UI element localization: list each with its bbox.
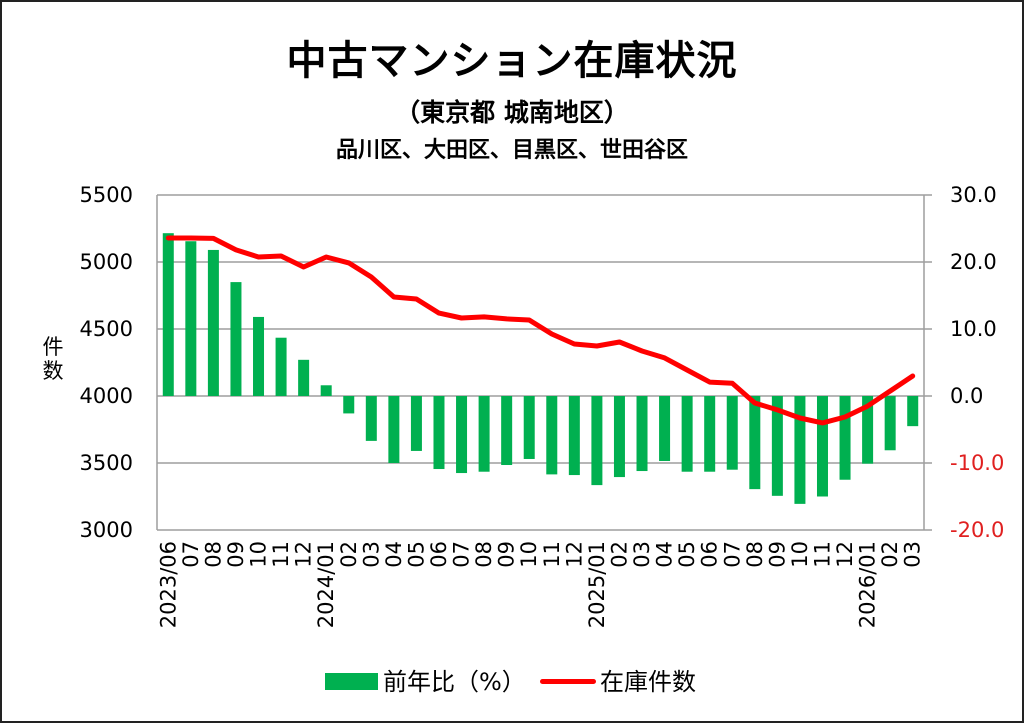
x-axis-ticks: 2023/060708091011122024/0102030405060708… bbox=[156, 541, 924, 628]
x-axis-tick-label: 02 bbox=[337, 541, 361, 568]
bar-series bbox=[162, 233, 919, 504]
x-axis-tick-label: 07 bbox=[720, 541, 744, 568]
x-axis-tick-label: 11 bbox=[811, 541, 835, 568]
legend-bar-label: 前年比（%） bbox=[383, 668, 526, 696]
inventory-line bbox=[165, 235, 916, 426]
y-axis-right-tick-label: 20.0 bbox=[950, 250, 997, 274]
bar bbox=[253, 316, 265, 396]
bar bbox=[659, 396, 671, 461]
bar bbox=[862, 396, 874, 464]
x-axis-tick-label: 02 bbox=[608, 541, 632, 568]
x-axis-tick-label: 12 bbox=[292, 541, 316, 568]
x-axis-tick-label: 09 bbox=[224, 541, 248, 568]
x-axis-tick-label: 12 bbox=[562, 541, 586, 568]
bar bbox=[794, 396, 806, 504]
bar bbox=[162, 233, 174, 396]
x-axis-tick-label: 08 bbox=[201, 541, 225, 568]
bar bbox=[388, 396, 400, 463]
bar bbox=[704, 396, 716, 472]
axes bbox=[156, 194, 932, 531]
x-axis-tick-label: 2026/01 bbox=[856, 541, 880, 628]
x-axis-tick-label: 09 bbox=[765, 541, 789, 568]
x-axis-tick-label: 05 bbox=[675, 541, 699, 568]
x-axis-tick-label: 2025/01 bbox=[585, 541, 609, 628]
x-axis-tick-label: 03 bbox=[901, 541, 925, 568]
bar bbox=[681, 396, 693, 472]
bar bbox=[275, 337, 287, 396]
x-axis-tick-label: 07 bbox=[450, 541, 474, 568]
chart-subtitle-districts: 品川区、大田区、目黒区、世田谷区 bbox=[335, 138, 688, 163]
y-axis-left-tick-label: 4500 bbox=[80, 317, 133, 341]
bar bbox=[523, 396, 535, 459]
x-axis-tick-label: 04 bbox=[382, 541, 406, 568]
x-axis-tick-label: 06 bbox=[698, 541, 722, 568]
bar bbox=[433, 396, 445, 470]
bar bbox=[410, 396, 422, 451]
bar bbox=[207, 249, 219, 396]
bar bbox=[749, 396, 761, 490]
x-axis-tick-label: 10 bbox=[247, 541, 271, 568]
bar bbox=[546, 396, 558, 475]
bar bbox=[568, 396, 580, 476]
bar bbox=[298, 359, 310, 396]
y-axis-left-tick-label: 5500 bbox=[80, 183, 133, 207]
chart-title: 中古マンション在庫状況 bbox=[286, 38, 738, 84]
y-axis-left-tick-label: 3500 bbox=[80, 451, 133, 475]
x-axis-tick-label: 02 bbox=[878, 541, 902, 568]
x-axis-tick-label: 11 bbox=[269, 541, 293, 568]
legend-line-swatch bbox=[540, 679, 596, 684]
y-axis-left-ticks: 5500 5000 4500 4000 3500 3000 bbox=[80, 183, 133, 542]
gridlines bbox=[157, 194, 924, 531]
bar bbox=[839, 396, 851, 480]
y-axis-left-tick-label: 5000 bbox=[80, 250, 133, 274]
y-axis-left-tick-label: 4000 bbox=[80, 384, 133, 408]
x-axis-tick-label: 06 bbox=[427, 541, 451, 568]
legend-bar-swatch bbox=[325, 673, 378, 690]
y-axis-right-ticks: 30.0 20.0 10.0 0.0 -10.0 -20.0 bbox=[950, 183, 1004, 542]
bar bbox=[365, 396, 377, 441]
bar bbox=[907, 396, 919, 427]
legend: 前年比（%） 在庫件数 bbox=[0, 668, 1024, 698]
y-axis-right-tick-label: 10.0 bbox=[950, 317, 997, 341]
y-axis-right-tick-label: 0.0 bbox=[950, 384, 983, 408]
chart-subtitle: （東京都 城南地区） bbox=[395, 98, 629, 127]
x-axis-tick-label: 03 bbox=[630, 541, 654, 568]
bar bbox=[478, 396, 490, 472]
y-axis-right-tick-label: -10.0 bbox=[950, 451, 1004, 475]
x-axis-tick-label: 08 bbox=[743, 541, 767, 568]
x-axis-tick-label: 05 bbox=[404, 541, 428, 568]
x-axis-tick-label: 11 bbox=[540, 541, 564, 568]
bar bbox=[726, 396, 738, 470]
x-axis-tick-label: 2024/01 bbox=[314, 541, 338, 628]
line-series bbox=[165, 235, 916, 426]
x-axis-tick-label: 10 bbox=[788, 541, 812, 568]
legend-line-label: 在庫件数 bbox=[600, 668, 696, 696]
bar bbox=[185, 241, 197, 396]
y-axis-right-tick-label: -20.0 bbox=[950, 518, 1004, 542]
bar bbox=[343, 396, 355, 414]
x-axis-tick-label: 07 bbox=[179, 541, 203, 568]
y-axis-left-title: 件数 bbox=[42, 335, 64, 383]
bar bbox=[816, 396, 828, 497]
x-axis-tick-label: 09 bbox=[495, 541, 519, 568]
bar bbox=[636, 396, 648, 472]
y-axis-left-tick-label: 3000 bbox=[80, 518, 133, 542]
bar bbox=[456, 396, 468, 474]
x-axis-tick-label: 08 bbox=[472, 541, 496, 568]
x-axis-tick-label: 10 bbox=[517, 541, 541, 568]
bar bbox=[320, 385, 332, 396]
bar bbox=[884, 396, 896, 451]
bar bbox=[501, 396, 513, 466]
bar bbox=[613, 396, 625, 478]
x-axis-tick-label: 03 bbox=[359, 541, 383, 568]
x-axis-tick-label: 12 bbox=[833, 541, 857, 568]
x-axis-tick-label: 2023/06 bbox=[156, 541, 180, 628]
bar bbox=[230, 282, 242, 396]
bar bbox=[771, 396, 783, 496]
x-axis-tick-label: 04 bbox=[653, 541, 677, 568]
y-axis-right-tick-label: 30.0 bbox=[950, 183, 997, 207]
bar bbox=[591, 396, 603, 486]
